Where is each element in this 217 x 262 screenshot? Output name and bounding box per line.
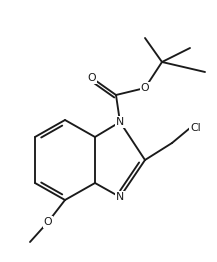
Text: N: N xyxy=(116,117,124,127)
Text: N: N xyxy=(116,192,124,202)
Text: O: O xyxy=(44,217,52,227)
Text: O: O xyxy=(141,83,149,93)
Text: Cl: Cl xyxy=(190,123,201,133)
Text: O: O xyxy=(88,73,96,83)
